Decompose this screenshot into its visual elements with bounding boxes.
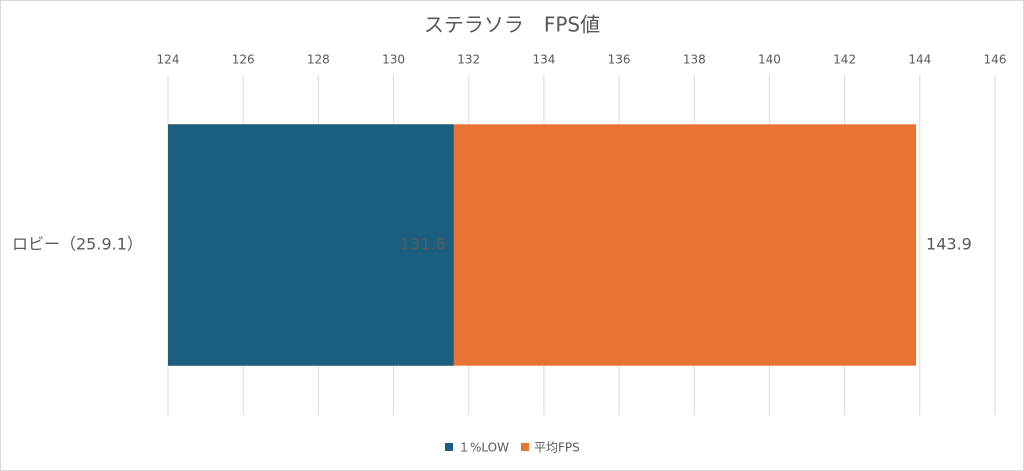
y-tick-label: ロビー（25.9.1） xyxy=(12,235,143,254)
x-tick-label: 140 xyxy=(758,53,781,67)
x-tick-label: 126 xyxy=(232,53,255,67)
x-tick-label: 130 xyxy=(382,53,405,67)
legend-label: １%LOW xyxy=(458,441,509,455)
x-tick-label: 146 xyxy=(984,53,1007,67)
x-tick-label: 124 xyxy=(157,53,180,67)
x-tick-label: 128 xyxy=(307,53,330,67)
data-label: 131.6 xyxy=(400,235,446,254)
x-tick-label: 136 xyxy=(608,53,631,67)
x-tick-label: 142 xyxy=(833,53,856,67)
legend-label: 平均FPS xyxy=(534,441,580,455)
x-tick-label: 144 xyxy=(908,53,931,67)
x-tick-label: 138 xyxy=(683,53,706,67)
x-tick-label: 134 xyxy=(532,53,555,67)
data-label: 143.9 xyxy=(926,235,972,254)
chart-title: ステラソラ FPS値 xyxy=(424,13,600,37)
legend-swatch xyxy=(445,443,453,451)
x-tick-label: 132 xyxy=(457,53,480,67)
bar xyxy=(168,124,454,366)
legend-swatch xyxy=(520,443,529,451)
